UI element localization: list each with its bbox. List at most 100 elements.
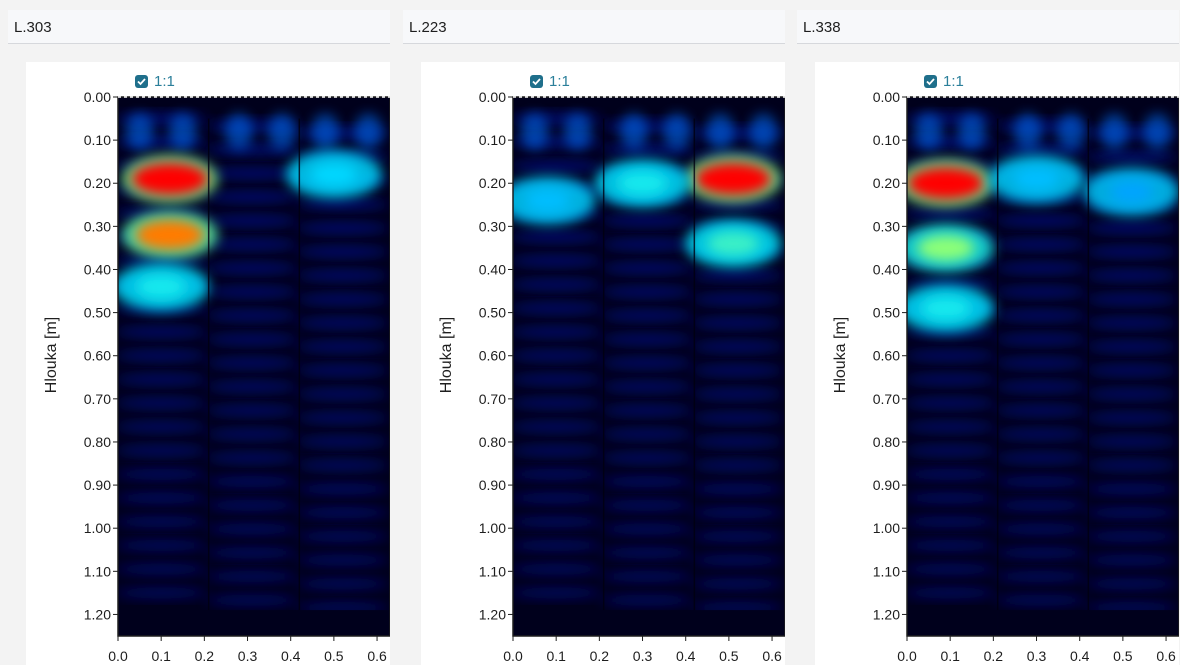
background-band: [691, 530, 784, 543]
hotspot: [525, 189, 570, 212]
background-band: [205, 357, 298, 370]
hotspot: [136, 275, 186, 299]
background-band: [1085, 340, 1178, 353]
background-band: [600, 285, 693, 298]
radargram-chart[interactable]: 0.00 0.10 0.20 0.30 0.40 0.50 0.60 0.70 0.80 0.90…: [403, 0, 785, 665]
y-tick-label: 1.10: [479, 563, 506, 579]
background-band: [907, 349, 997, 362]
background-band: [600, 451, 693, 464]
hotspot: [131, 162, 208, 195]
checkbox-checked-icon[interactable]: [530, 74, 543, 88]
background-band: [994, 309, 1087, 322]
radargram-chart[interactable]: 0.00 0.10 0.20 0.30 0.40 0.50 0.60 0.70 0.80 0.90…: [797, 0, 1179, 665]
hotspot: [695, 162, 772, 195]
background-band: [907, 207, 997, 220]
background-band: [600, 428, 693, 441]
x-tick-label: 0.1: [940, 648, 960, 664]
background-band: [600, 499, 693, 512]
surface-noise: [168, 113, 197, 150]
background-band: [205, 214, 298, 227]
background-band: [907, 492, 997, 505]
background-band: [513, 159, 603, 172]
background-band: [118, 515, 208, 528]
background-band: [296, 530, 389, 543]
hotspot: [1110, 181, 1153, 203]
background-band: [205, 167, 298, 180]
aspect-ratio-toggle[interactable]: 1:1: [530, 72, 570, 90]
background-band: [205, 451, 298, 464]
background-band: [1085, 269, 1178, 282]
background-band: [907, 563, 997, 576]
background-band: [691, 554, 784, 567]
background-band: [513, 302, 603, 315]
background-band: [1085, 482, 1178, 495]
y-tick-label: 0.40: [479, 261, 506, 277]
x-tick-label: 0.4: [1070, 648, 1090, 664]
x-tick-label: 0.4: [281, 648, 301, 664]
y-tick-label: 1.10: [873, 563, 900, 579]
panel-title: L.223: [409, 19, 447, 36]
background-band: [296, 340, 389, 353]
surface-noise: [1100, 113, 1129, 150]
background-band: [296, 601, 389, 611]
y-tick-label: 0.90: [479, 477, 506, 493]
background-band: [994, 499, 1087, 512]
background-band: [691, 482, 784, 495]
background-band: [600, 380, 693, 393]
surface-noise: [914, 113, 943, 150]
background-band: [205, 309, 298, 322]
background-band: [205, 546, 298, 559]
aspect-ratio-toggle[interactable]: 1:1: [924, 72, 964, 90]
background-band: [513, 397, 603, 410]
surface-noise: [749, 113, 778, 150]
plot-frame: [117, 96, 390, 637]
surface-noise: [1143, 113, 1172, 150]
background-band: [513, 492, 603, 505]
y-tick-label: 0.70: [873, 391, 900, 407]
y-tick-label: 0.80: [479, 434, 506, 450]
y-tick-label: 0.30: [479, 218, 506, 234]
radargram-chart[interactable]: 0.00 0.10 0.20 0.30 0.40 0.50 0.60 0.70 0.80 0.90…: [8, 0, 390, 665]
background-band: [118, 539, 208, 552]
surface-noise: [311, 113, 340, 150]
background-band: [1085, 577, 1178, 590]
background-band: [1085, 435, 1178, 448]
background-band: [118, 349, 208, 362]
y-tick-label: 0.40: [84, 261, 111, 277]
background-band: [600, 546, 693, 559]
surface-noise: [520, 113, 549, 150]
background-band: [296, 506, 389, 519]
background-band: [691, 506, 784, 519]
background-band: [907, 539, 997, 552]
background-band: [600, 333, 693, 346]
aspect-ratio-toggle[interactable]: 1:1: [135, 72, 175, 90]
background-band: [513, 539, 603, 552]
y-tick-label: 0.10: [873, 132, 900, 148]
x-tick-label: 0.5: [719, 648, 739, 664]
background-band: [205, 404, 298, 417]
surface-noise: [1057, 113, 1086, 150]
background-band: [513, 373, 603, 386]
checkbox-checked-icon[interactable]: [924, 74, 937, 88]
aspect-ratio-label: 1:1: [943, 72, 964, 90]
x-tick-label: 0.1: [546, 648, 566, 664]
background-band: [205, 570, 298, 583]
background-band: [513, 586, 603, 599]
checkbox-checked-icon[interactable]: [135, 74, 148, 88]
background-band: [118, 563, 208, 576]
x-tick-label: 0.0: [503, 648, 523, 664]
background-band: [296, 459, 389, 472]
background-band: [994, 238, 1087, 251]
background-band: [691, 316, 784, 329]
y-tick-label: 1.20: [479, 606, 506, 622]
background-band: [296, 198, 389, 211]
background-band: [691, 388, 784, 401]
y-tick-label: 1.00: [479, 520, 506, 536]
background-band: [994, 546, 1087, 559]
background-band: [513, 231, 603, 244]
reflection-layer: [907, 112, 1179, 611]
background-band: [600, 309, 693, 322]
background-band: [513, 468, 603, 481]
background-band: [513, 278, 603, 291]
radargram-panel-3: L.338 1:1 Hlouka [m] 0.00 0.10 0.20 0.30 0.4…: [797, 0, 1179, 665]
